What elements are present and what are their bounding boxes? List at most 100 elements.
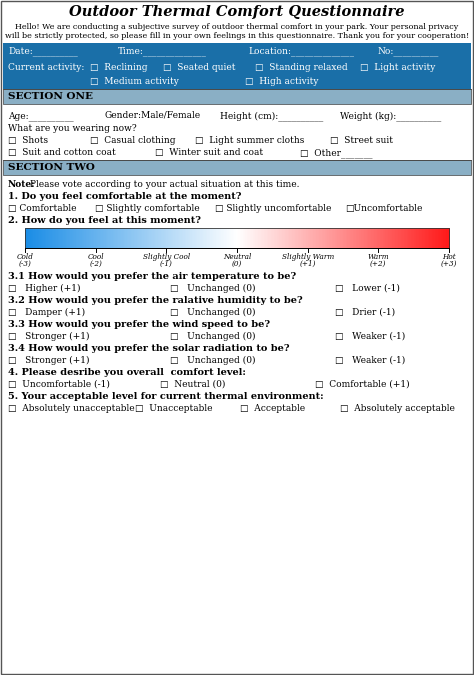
Bar <box>255 228 257 248</box>
Bar <box>293 228 296 248</box>
Bar <box>439 228 441 248</box>
Bar <box>335 228 337 248</box>
Bar <box>401 228 403 248</box>
Bar <box>253 228 255 248</box>
Bar <box>149 228 152 248</box>
Text: □  Unacceptable: □ Unacceptable <box>135 404 212 413</box>
Bar <box>226 228 228 248</box>
Bar <box>164 228 166 248</box>
Bar <box>97 228 99 248</box>
Bar <box>175 228 177 248</box>
Bar <box>3 160 471 175</box>
Bar <box>219 228 221 248</box>
Bar <box>93 228 95 248</box>
Bar <box>246 228 248 248</box>
Bar <box>216 228 218 248</box>
Bar <box>400 228 402 248</box>
Bar <box>301 228 303 248</box>
Text: Neutral: Neutral <box>223 253 251 261</box>
Bar <box>443 228 446 248</box>
Bar <box>398 228 401 248</box>
Text: (+2): (+2) <box>370 260 387 268</box>
Bar <box>306 228 309 248</box>
Bar <box>236 228 238 248</box>
Bar <box>377 228 379 248</box>
Bar <box>275 228 277 248</box>
Bar <box>353 228 355 248</box>
Bar <box>76 228 78 248</box>
Bar <box>295 228 297 248</box>
Bar <box>346 228 348 248</box>
Bar <box>405 228 407 248</box>
Bar <box>116 228 118 248</box>
Bar <box>101 228 103 248</box>
Bar <box>161 228 163 248</box>
Bar <box>195 228 197 248</box>
Text: □ Slightly comfortable: □ Slightly comfortable <box>95 204 200 213</box>
Bar <box>144 228 146 248</box>
Bar <box>349 228 351 248</box>
Bar <box>223 228 225 248</box>
Bar <box>390 228 392 248</box>
Text: 1. Do you feel comfortable at the moment?: 1. Do you feel comfortable at the moment… <box>8 192 241 201</box>
Text: □   Higher (+1): □ Higher (+1) <box>8 284 81 293</box>
Bar <box>320 228 323 248</box>
Bar <box>155 228 157 248</box>
Bar <box>89 228 91 248</box>
Bar <box>29 228 31 248</box>
Bar <box>129 228 132 248</box>
Text: SECTION TWO: SECTION TWO <box>8 163 95 172</box>
Bar <box>209 228 211 248</box>
Bar <box>200 228 202 248</box>
Bar <box>395 228 398 248</box>
Bar <box>82 228 84 248</box>
Text: □  High activity: □ High activity <box>245 78 319 86</box>
Bar <box>240 228 242 248</box>
Bar <box>198 228 200 248</box>
Bar <box>368 228 371 248</box>
Bar <box>411 228 413 248</box>
Bar <box>181 228 182 248</box>
Bar <box>264 228 266 248</box>
Bar <box>70 228 73 248</box>
Bar <box>402 228 405 248</box>
Bar <box>299 228 301 248</box>
Bar <box>261 228 263 248</box>
Bar <box>415 228 417 248</box>
Bar <box>250 228 252 248</box>
Bar <box>141 228 143 248</box>
Bar <box>340 228 342 248</box>
Bar <box>3 75 471 89</box>
Bar <box>188 228 190 248</box>
Bar <box>234 228 237 248</box>
Text: Date:__________: Date:__________ <box>8 46 78 56</box>
Bar <box>268 228 270 248</box>
Text: □  Acceptable: □ Acceptable <box>240 404 305 413</box>
Bar <box>171 228 173 248</box>
Bar <box>279 228 282 248</box>
Bar <box>330 228 332 248</box>
Text: Location:______________: Location:______________ <box>248 46 354 56</box>
Bar <box>152 228 155 248</box>
Text: (+3): (+3) <box>441 260 457 268</box>
Bar <box>59 228 61 248</box>
Bar <box>199 228 201 248</box>
Bar <box>383 228 385 248</box>
Text: □  Street suit: □ Street suit <box>330 136 393 145</box>
Text: □   Stronger (+1): □ Stronger (+1) <box>8 356 90 365</box>
Bar <box>374 228 376 248</box>
Bar <box>87 228 90 248</box>
Text: □ Comfortable: □ Comfortable <box>8 204 76 213</box>
Bar <box>128 228 130 248</box>
Text: Current activity:: Current activity: <box>8 63 84 72</box>
Bar <box>77 228 80 248</box>
Bar <box>36 228 38 248</box>
Bar <box>227 228 229 248</box>
Bar <box>361 228 364 248</box>
Bar <box>265 228 267 248</box>
Bar <box>90 228 92 248</box>
Text: Age:__________: Age:__________ <box>8 111 73 121</box>
Bar <box>378 228 381 248</box>
Bar <box>322 228 324 248</box>
Bar <box>50 228 53 248</box>
